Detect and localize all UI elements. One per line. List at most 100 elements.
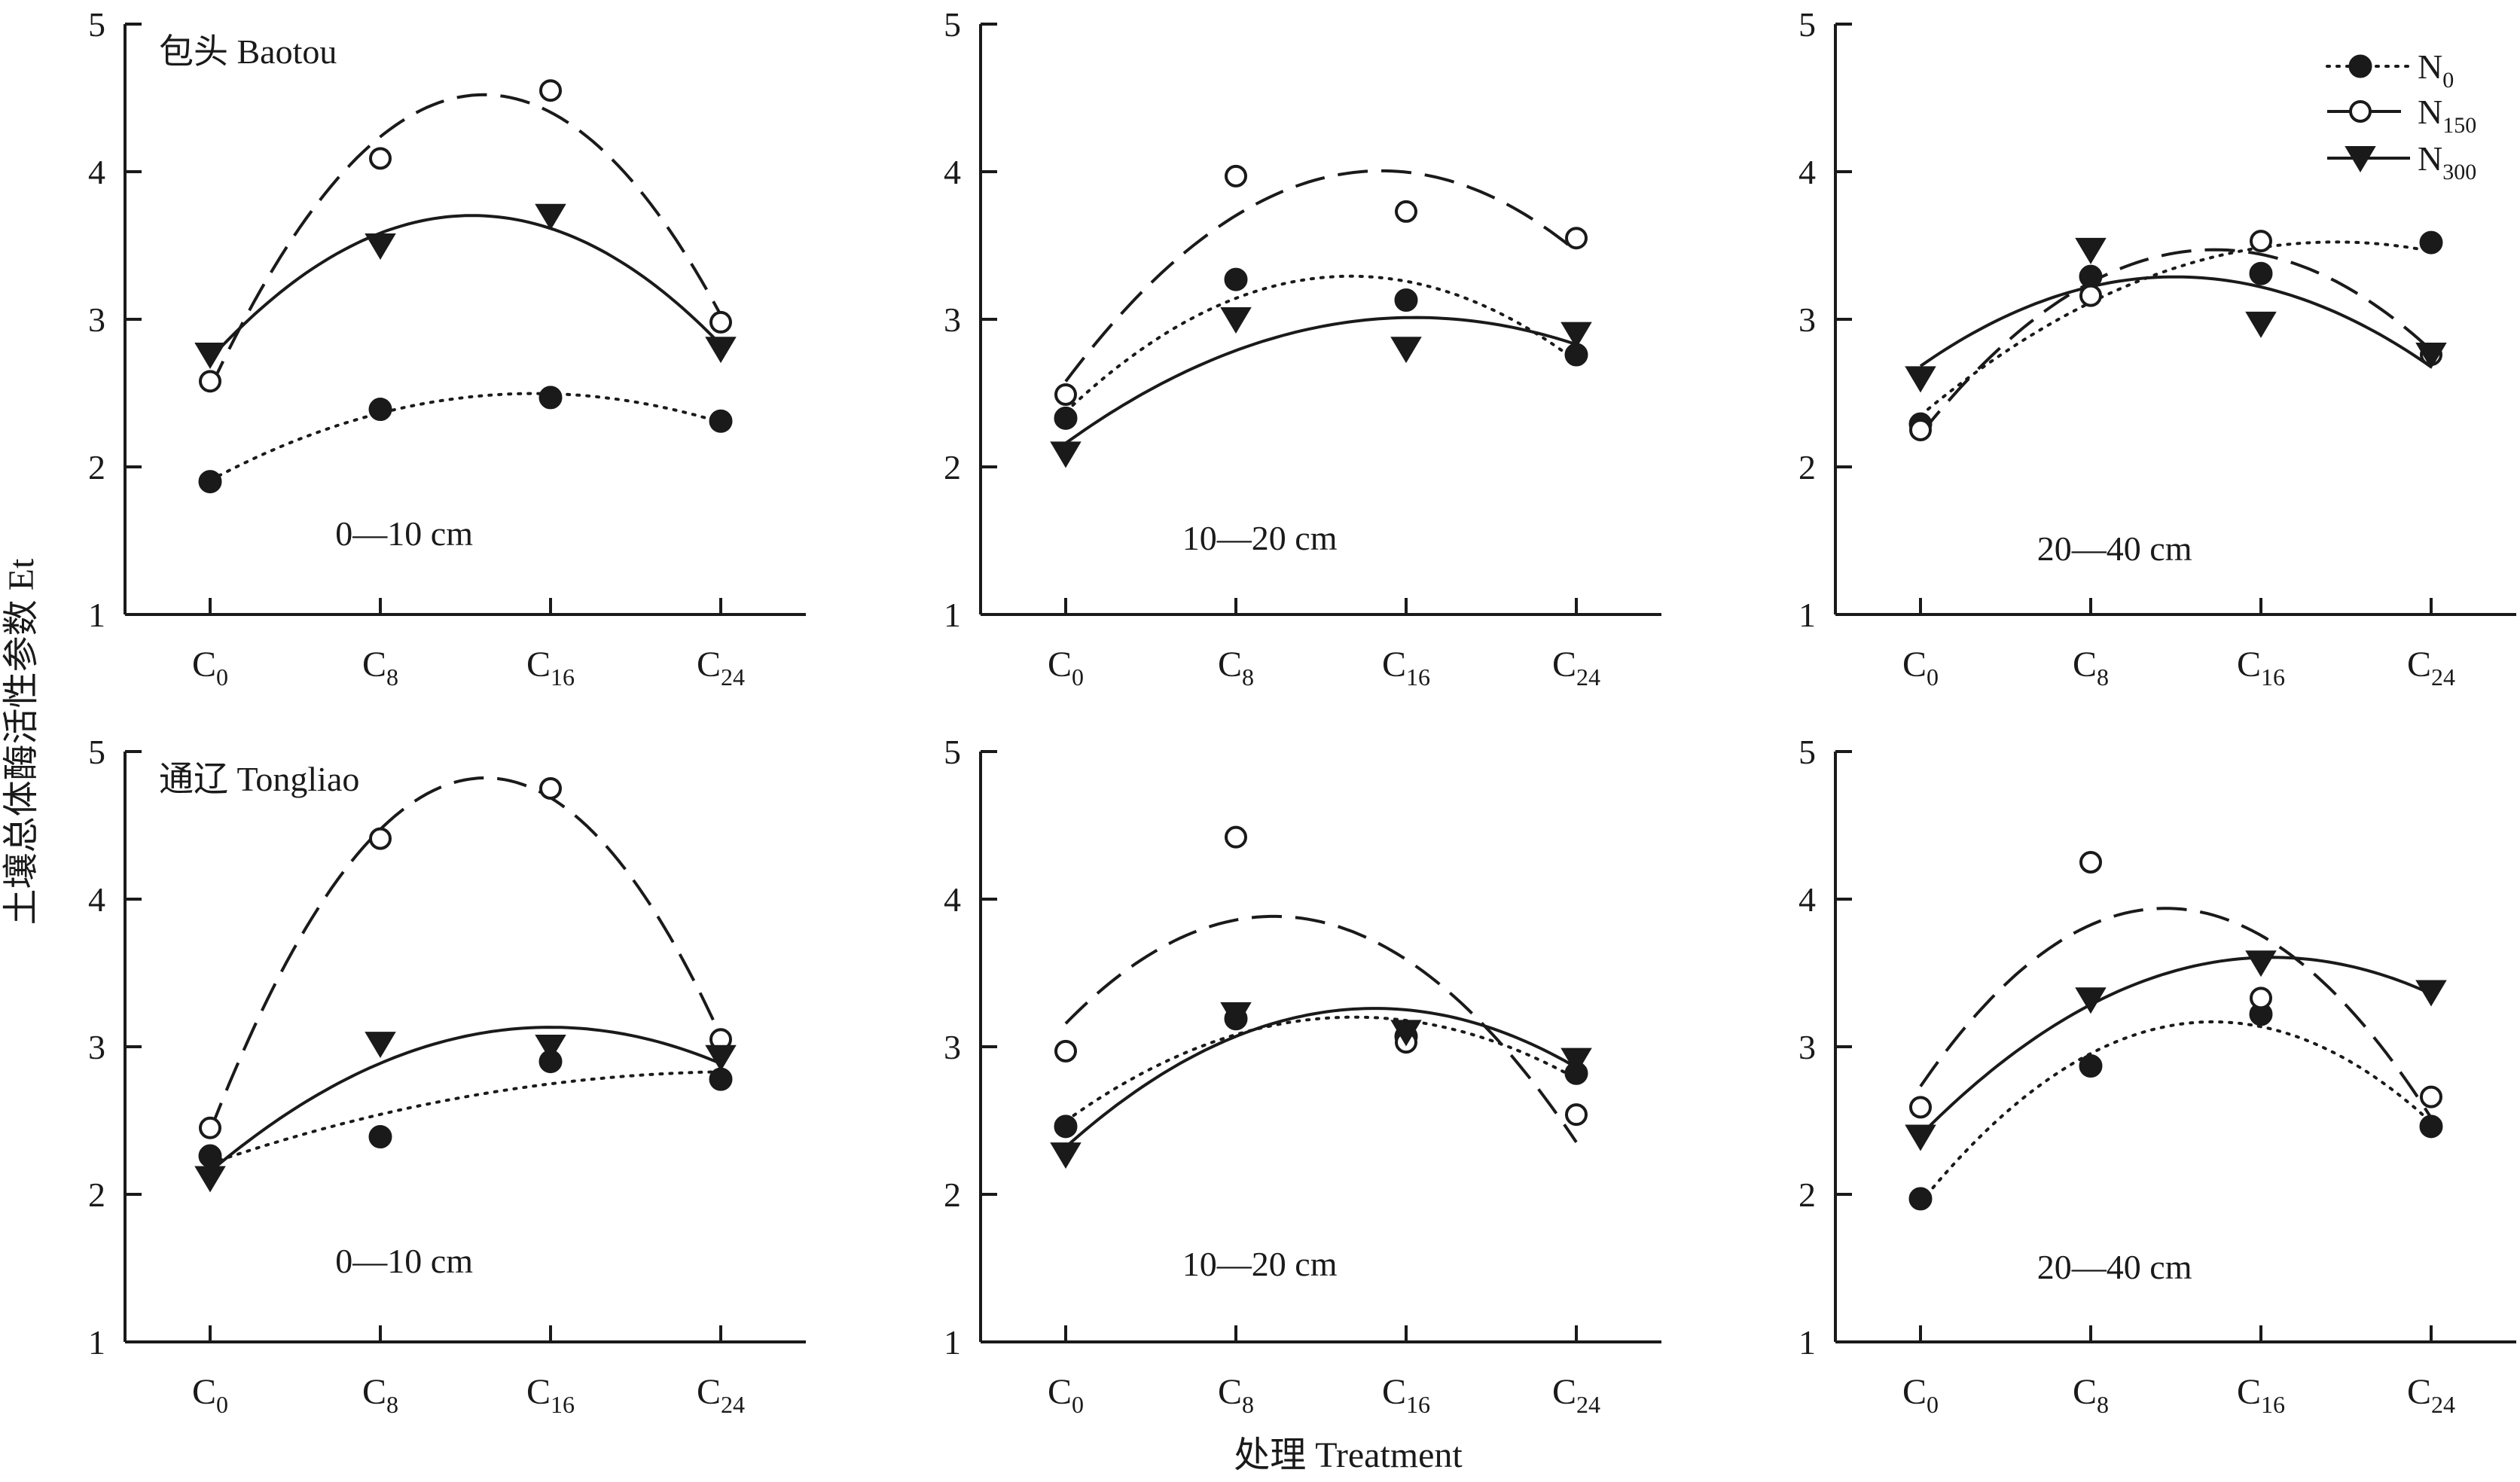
point-N300	[1905, 1124, 1936, 1151]
x-tick-label: C8	[1218, 1372, 1254, 1418]
x-tick-label-base: C	[526, 645, 551, 685]
y-tick-label: 5	[944, 733, 961, 771]
fit-curve-N300	[209, 214, 722, 360]
legend-label: N300	[2418, 139, 2476, 184]
region-label: 通辽 Tongliao	[159, 760, 359, 798]
point-N150	[1054, 1039, 1077, 1063]
x-tick-label-sub: 16	[1406, 1391, 1430, 1418]
x-tick-label-base: C	[362, 645, 386, 685]
point-N0	[709, 409, 733, 433]
y-tick-label: 1	[944, 1323, 961, 1362]
x-tick-label: C16	[2237, 645, 2285, 691]
x-tick-label: C8	[1218, 645, 1254, 691]
x-tick-label: C16	[1382, 645, 1430, 691]
depth-label: 0—10 cm	[335, 514, 473, 553]
x-tick-label-base: C	[192, 1372, 216, 1412]
x-tick-label-base: C	[1382, 1372, 1406, 1412]
y-tick-label: 3	[88, 300, 105, 339]
point-N300	[2245, 311, 2277, 338]
x-tick-label-sub: 8	[1242, 663, 1254, 691]
x-tick-label: C24	[1552, 1372, 1600, 1418]
fit-curve-N300	[1064, 1007, 1577, 1148]
x-tick-label-sub: 24	[2431, 663, 2455, 691]
point-N0	[198, 470, 222, 494]
y-tick-label: 4	[1798, 880, 1816, 919]
fit-curve-N0	[1919, 1020, 2433, 1205]
point-N0	[2249, 261, 2273, 285]
point-N300	[1905, 366, 1936, 393]
x-tick-label-base: C	[2407, 645, 2431, 685]
x-tick-label-base: C	[1048, 1372, 1072, 1412]
point-N150	[199, 370, 221, 393]
point-N150	[1225, 825, 1247, 849]
x-tick-label-sub: 8	[2097, 1391, 2109, 1418]
x-tick-label: C0	[1902, 1372, 1939, 1418]
fit-curve-N0	[1064, 1015, 1578, 1123]
depth-label: 20—40 cm	[2037, 529, 2192, 568]
legend-marker-N300	[2345, 146, 2376, 172]
y-tick-label: 5	[1798, 733, 1816, 771]
y-axis-title: 土壤总体酶活性参数 Et	[2, 558, 41, 925]
y-tick-label: 2	[944, 1176, 961, 1214]
x-tick-label-sub: 0	[216, 1391, 228, 1418]
y-tick-label: 2	[88, 1176, 105, 1214]
x-tick-label-sub: 24	[1576, 663, 1600, 691]
point-N300	[535, 1035, 566, 1061]
y-tick-label: 4	[944, 880, 961, 919]
point-N0	[538, 386, 563, 410]
legend-label-base: N	[2418, 47, 2442, 86]
x-tick-label: C24	[2407, 645, 2455, 691]
point-N150	[369, 827, 392, 850]
point-N0	[368, 398, 392, 422]
y-tick-label: 5	[1798, 5, 1816, 44]
point-N150	[1909, 419, 1932, 441]
point-N300	[365, 233, 396, 260]
x-tick-label: C16	[2237, 1372, 2285, 1418]
point-N150	[709, 310, 732, 334]
x-tick-label: C24	[1552, 645, 1600, 691]
point-N150	[1565, 1103, 1588, 1127]
y-tick-label: 1	[88, 596, 105, 634]
point-N300	[1050, 1142, 1082, 1169]
x-axis-title: 处理 Treatment	[1234, 1435, 1463, 1475]
point-N150	[1395, 200, 1417, 223]
x-tick-label-base: C	[1382, 645, 1406, 685]
x-tick-label: C8	[362, 645, 398, 691]
x-tick-label-base: C	[2237, 645, 2261, 685]
x-tick-label-base: C	[1552, 1372, 1576, 1412]
depth-label: 10—20 cm	[1182, 519, 1338, 557]
point-N300	[1220, 1002, 1252, 1029]
x-tick-label: C16	[526, 645, 575, 691]
point-N0	[368, 1125, 392, 1149]
legend-label-sub: 0	[2442, 68, 2454, 93]
x-tick-label-sub: 24	[1576, 1391, 1600, 1418]
x-tick-label-base: C	[2237, 1372, 2261, 1412]
x-tick-label: C8	[2073, 1372, 2109, 1418]
x-tick-label-base: C	[1902, 1372, 1927, 1412]
y-tick-label: 5	[944, 5, 961, 44]
x-tick-label-sub: 16	[2261, 663, 2285, 691]
point-N300	[1220, 307, 1252, 334]
x-tick-label-sub: 16	[1406, 663, 1430, 691]
point-N150	[2420, 1085, 2442, 1108]
point-N300	[1390, 337, 1422, 364]
x-tick-label: C8	[2073, 645, 2109, 691]
y-tick-label: 2	[88, 448, 105, 486]
x-tick-label-sub: 24	[2431, 1391, 2455, 1418]
x-tick-label-sub: 0	[1072, 1391, 1084, 1418]
x-tick-label: C24	[697, 1372, 745, 1418]
point-N300	[194, 343, 226, 369]
point-N150	[199, 1116, 221, 1139]
x-tick-label-base: C	[2073, 1372, 2097, 1412]
y-tick-label: 4	[88, 153, 105, 191]
point-N300	[2415, 980, 2447, 1007]
point-N150	[369, 147, 392, 170]
point-N300	[2075, 237, 2107, 264]
fit-curve-N0	[1064, 274, 1578, 413]
point-N0	[2419, 230, 2443, 255]
